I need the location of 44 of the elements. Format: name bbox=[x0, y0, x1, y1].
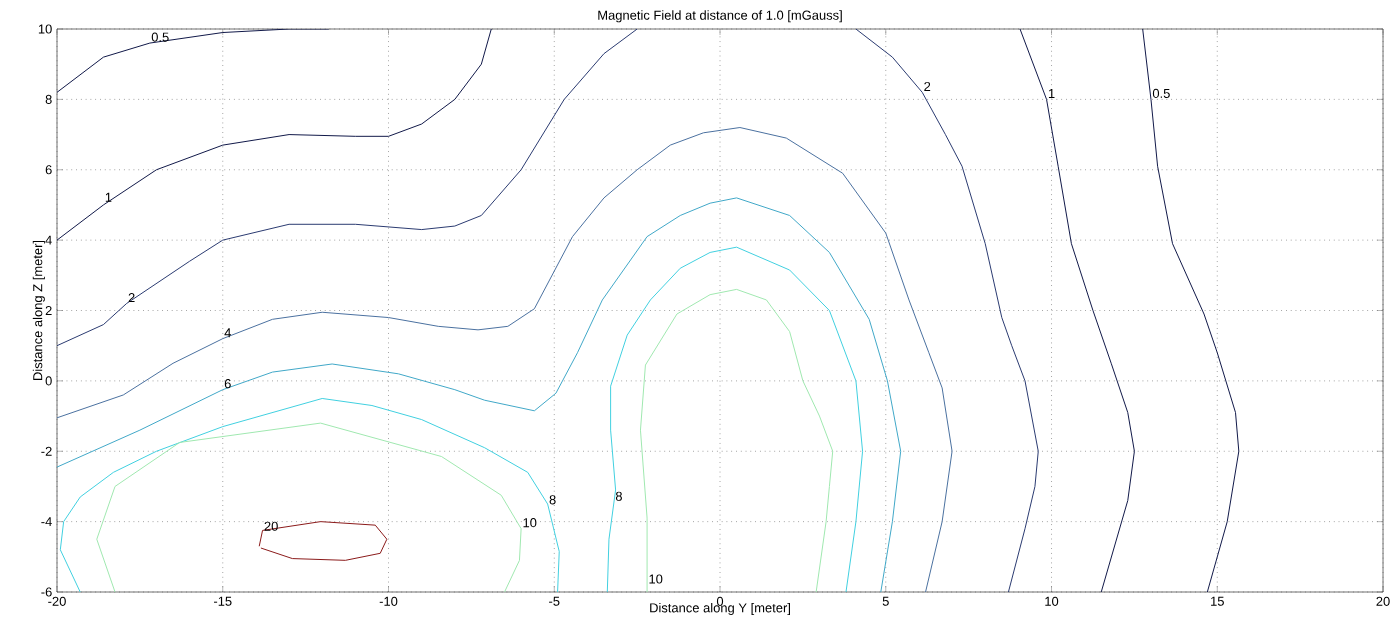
line-series bbox=[57, 29, 638, 347]
x-tick-label: -20 bbox=[48, 596, 66, 606]
x-tick-label: 5 bbox=[882, 596, 889, 606]
line-series bbox=[606, 246, 864, 592]
chart-title: Magnetic Field at distance of 1.0 [mGauss] bbox=[598, 10, 842, 23]
y-tick-label: 0 bbox=[45, 376, 52, 386]
y-tick-label: 10 bbox=[38, 24, 52, 34]
x-tick-label: -5 bbox=[549, 596, 560, 606]
line-series bbox=[639, 288, 834, 592]
y-tick-label: 6 bbox=[45, 165, 52, 175]
annotation: 20 bbox=[264, 521, 278, 531]
y-tick-label: 8 bbox=[45, 94, 52, 104]
x-tick-label: -15 bbox=[213, 596, 232, 606]
x-tick-label: 20 bbox=[1376, 596, 1390, 606]
annotation: 4 bbox=[224, 328, 231, 338]
annotation: 6 bbox=[224, 379, 231, 389]
x-tick-label: 15 bbox=[1211, 596, 1224, 606]
line-series bbox=[57, 127, 953, 592]
y-tick-label: -4 bbox=[41, 517, 52, 527]
x-tick-label: -10 bbox=[379, 596, 398, 606]
y-tick-label: -6 bbox=[41, 587, 52, 597]
annotation: 0.5 bbox=[151, 32, 169, 42]
annotation: 2 bbox=[924, 81, 931, 91]
annotation: 0.5 bbox=[1152, 88, 1170, 98]
x-tick-label: 10 bbox=[1045, 596, 1059, 606]
annotation: 8 bbox=[615, 491, 622, 501]
line-series bbox=[1142, 29, 1240, 592]
annotation: 1 bbox=[105, 192, 112, 202]
line-series bbox=[258, 521, 388, 561]
line-series bbox=[57, 29, 330, 93]
annotation: 10 bbox=[649, 574, 663, 584]
annotation: 2 bbox=[128, 293, 135, 303]
line-series bbox=[57, 29, 492, 241]
line-series bbox=[59, 397, 560, 592]
annotation: 1 bbox=[1048, 89, 1055, 98]
y-tick-label: 4 bbox=[45, 235, 52, 245]
annotation: 8 bbox=[549, 495, 556, 505]
line-series bbox=[855, 29, 1039, 592]
annotation: 10 bbox=[523, 518, 537, 528]
line-series bbox=[96, 422, 522, 592]
line-series bbox=[1019, 29, 1135, 592]
y-tick-label: 2 bbox=[45, 305, 52, 316]
y-axis-title: Distance along Z [meter] bbox=[32, 240, 45, 380]
y-tick-label: -2 bbox=[41, 446, 52, 456]
